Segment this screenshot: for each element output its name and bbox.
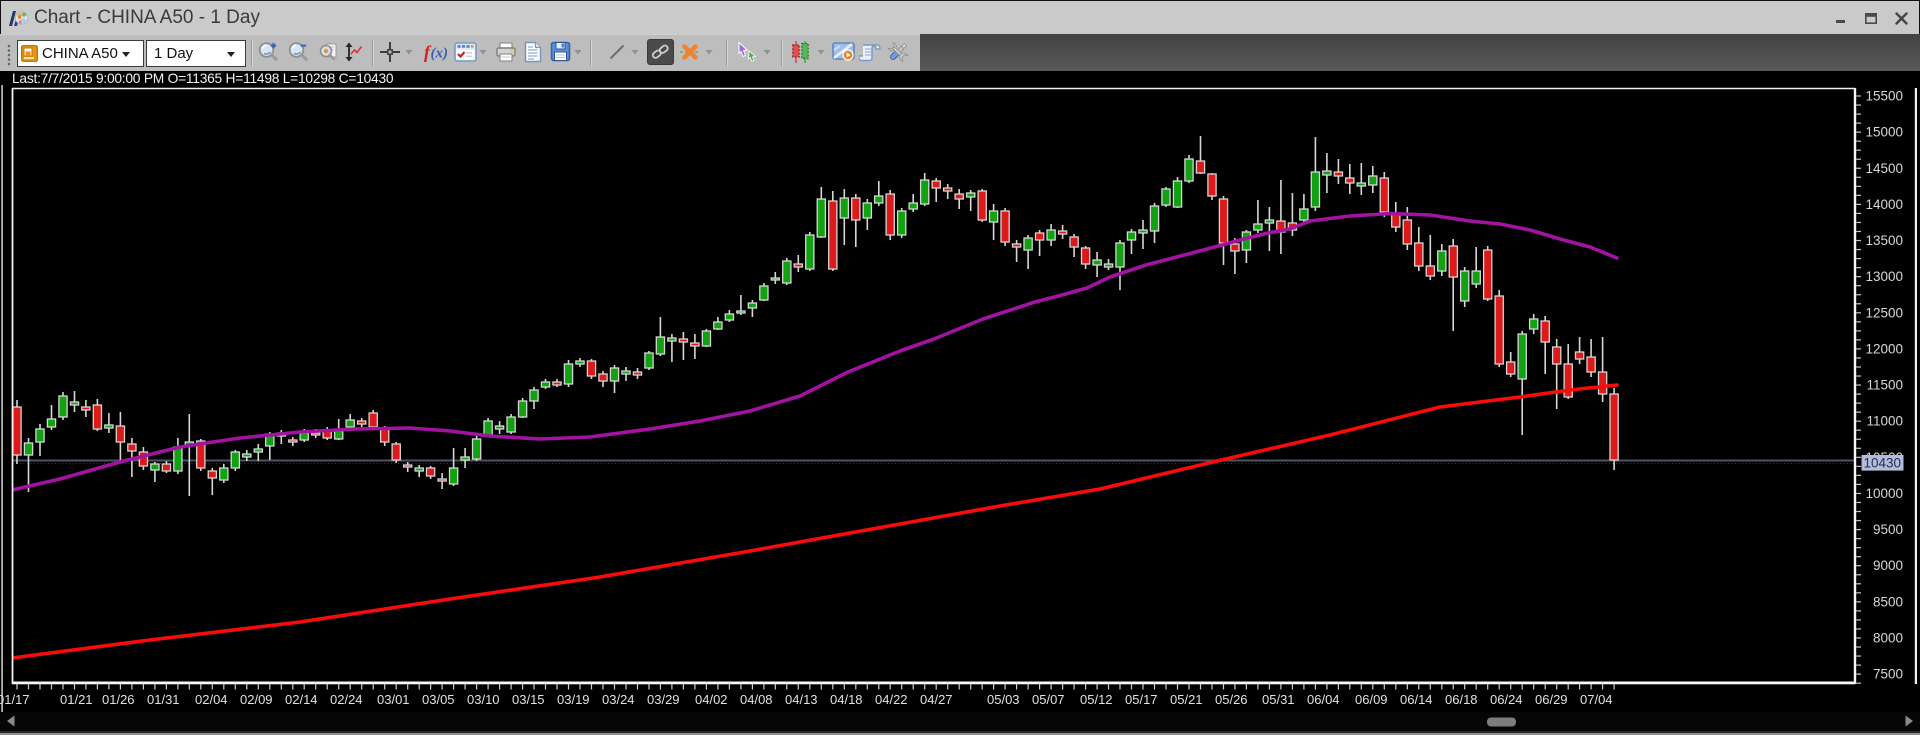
svg-text:01/17: 01/17 <box>0 692 30 707</box>
svg-text:8500: 8500 <box>1873 594 1903 609</box>
svg-text:10430: 10430 <box>1863 455 1901 470</box>
svg-text:02/14: 02/14 <box>285 692 318 707</box>
svg-text:(x): (x) <box>431 46 449 62</box>
svg-text:04/22: 04/22 <box>875 692 908 707</box>
svg-text:06/29: 06/29 <box>1535 692 1568 707</box>
svg-text:9500: 9500 <box>1873 522 1903 537</box>
svg-text:04/02: 04/02 <box>695 692 728 707</box>
svg-text:06/04: 06/04 <box>1307 692 1340 707</box>
svg-text:14000: 14000 <box>1865 197 1903 212</box>
svg-text:06/14: 06/14 <box>1400 692 1433 707</box>
svg-text:14500: 14500 <box>1865 161 1903 176</box>
svg-text:f: f <box>424 42 432 62</box>
svg-text:13500: 13500 <box>1865 233 1903 248</box>
svg-text:04/08: 04/08 <box>740 692 773 707</box>
svg-text:9000: 9000 <box>1873 558 1903 573</box>
svg-text:10000: 10000 <box>1865 486 1903 501</box>
svg-text:05/31: 05/31 <box>1262 692 1295 707</box>
svg-text:03/15: 03/15 <box>512 692 545 707</box>
svg-text:04/18: 04/18 <box>830 692 863 707</box>
svg-text:03/24: 03/24 <box>602 692 635 707</box>
svg-text:05/21: 05/21 <box>1170 692 1203 707</box>
svg-text:03/05: 03/05 <box>422 692 455 707</box>
svg-text:02/04: 02/04 <box>195 692 228 707</box>
svg-text:11000: 11000 <box>1866 414 1903 429</box>
svg-text:04/27: 04/27 <box>920 692 953 707</box>
svg-text:15500: 15500 <box>1865 89 1903 104</box>
svg-text:13000: 13000 <box>1865 269 1903 284</box>
svg-text:03/01: 03/01 <box>377 692 410 707</box>
svg-text:8000: 8000 <box>1873 631 1903 646</box>
svg-text:01/21: 01/21 <box>60 692 93 707</box>
svg-text:06/09: 06/09 <box>1355 692 1388 707</box>
svg-text:03/29: 03/29 <box>647 692 680 707</box>
svg-text:01/31: 01/31 <box>147 692 180 707</box>
svg-text:03/19: 03/19 <box>557 692 590 707</box>
svg-text:06/18: 06/18 <box>1445 692 1478 707</box>
svg-text:15000: 15000 <box>1865 125 1903 140</box>
svg-text:05/26: 05/26 <box>1215 692 1248 707</box>
svg-text:07/04: 07/04 <box>1580 692 1613 707</box>
svg-text:11500: 11500 <box>1866 378 1903 393</box>
svg-text:05/12: 05/12 <box>1080 692 1113 707</box>
svg-text:12000: 12000 <box>1865 341 1903 356</box>
svg-text:02/09: 02/09 <box>240 692 273 707</box>
svg-text:01/26: 01/26 <box>102 692 135 707</box>
svg-text:06/24: 06/24 <box>1490 692 1523 707</box>
svg-text:12500: 12500 <box>1865 305 1903 320</box>
svg-text:05/07: 05/07 <box>1032 692 1065 707</box>
svg-text:7500: 7500 <box>1873 667 1903 682</box>
svg-text:03/10: 03/10 <box>467 692 500 707</box>
svg-text:04/13: 04/13 <box>785 692 818 707</box>
svg-text:05/17: 05/17 <box>1125 692 1158 707</box>
svg-text:02/24: 02/24 <box>330 692 363 707</box>
svg-text:05/03: 05/03 <box>987 692 1020 707</box>
